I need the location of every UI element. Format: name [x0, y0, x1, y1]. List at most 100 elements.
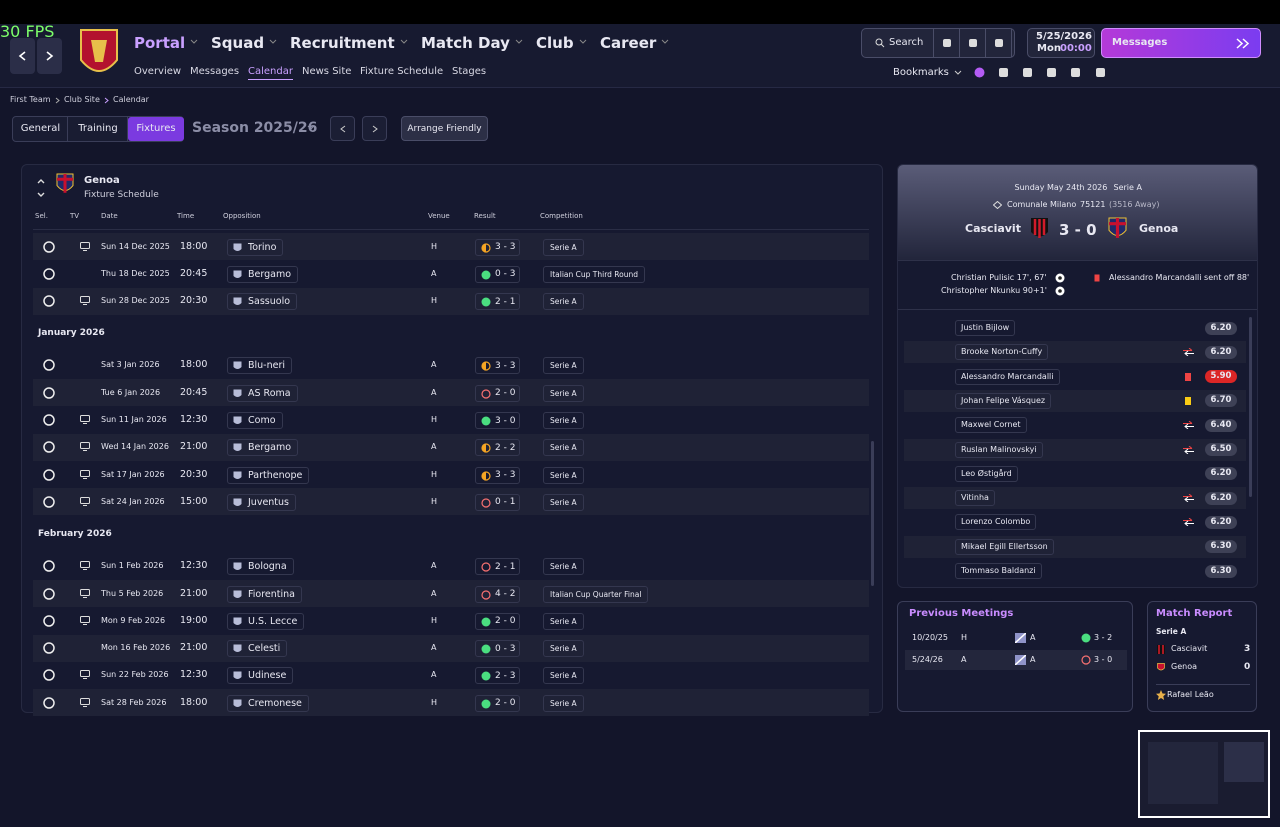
opponent-name: Sassuolo [248, 296, 291, 308]
sub-nav-item[interactable]: Fixture Schedule [360, 66, 444, 77]
season-selector[interactable]: Season 2025/26 [192, 120, 318, 136]
competition-chip: Serie A [543, 612, 584, 630]
column-header[interactable]: TV [70, 212, 80, 220]
minimap[interactable] [1138, 730, 1270, 818]
opposition-chip[interactable]: Bergamo [227, 265, 299, 283]
opposition-chip[interactable]: Juventus [227, 493, 297, 511]
shortcut-icon-part [999, 68, 1008, 77]
opponent-crest-part [233, 297, 242, 306]
tv-icon-part [80, 241, 90, 249]
match-venue-info: (3516 Away) [1109, 200, 1160, 209]
chevron-icon-part [515, 39, 523, 44]
opponent-crest [233, 270, 242, 278]
competition-chip: Serie A [543, 558, 584, 576]
breadcrumb-item[interactable]: First Team [10, 95, 51, 104]
sub-nav-item[interactable]: Messages [190, 66, 240, 77]
opposition-chip[interactable]: Fiorentina [227, 585, 302, 603]
messages-button[interactable]: Messages [1101, 28, 1261, 58]
opposition-chip[interactable]: Sassuolo [227, 293, 298, 311]
player-chip[interactable]: Mikael Egill Ellertsson [955, 538, 1054, 555]
column-header[interactable]: Venue [428, 212, 450, 220]
breadcrumb-item[interactable]: Calendar [113, 95, 149, 104]
opponent-crest-part [233, 617, 242, 625]
opponent-name: Udinese [248, 670, 287, 682]
main-nav-item[interactable]: Portal [134, 34, 186, 52]
breadcrumb-item[interactable]: Club Site [64, 95, 100, 104]
player-chip[interactable]: Maxwel Cornet [955, 417, 1027, 434]
player-chip[interactable]: Ruslan Malinovskyi [955, 441, 1043, 458]
player-chip[interactable]: Vitinha [955, 490, 995, 507]
tab[interactable]: General [13, 117, 68, 141]
player-rating: 6.20 [1210, 492, 1232, 503]
competition-chip: Serie A [543, 357, 584, 375]
main-nav-item[interactable]: Squad [211, 34, 265, 52]
nav-arrow-button[interactable] [37, 38, 62, 74]
tab[interactable]: Training [68, 117, 128, 141]
match-venue-info: Comunale Milano [1007, 200, 1077, 209]
player-chip[interactable]: Alessandro Marcandalli [955, 368, 1060, 385]
main-nav-item[interactable]: Recruitment [290, 34, 395, 52]
result-chip: 2 - 3 [475, 667, 520, 685]
opposition-chip[interactable]: Celesti [227, 640, 288, 658]
opposition-chip[interactable]: Bologna [227, 558, 294, 576]
fixture-time: 12:30 [180, 414, 208, 425]
red-card-icon-part [1185, 372, 1191, 381]
player-chip[interactable]: Tommaso Baldanzi [955, 563, 1042, 579]
toolbar-icon-button[interactable] [986, 29, 1012, 57]
season-arrow-button[interactable] [362, 116, 387, 141]
meeting-opponent: A [1030, 633, 1036, 642]
player-chip[interactable]: Lorenzo Colombo [955, 514, 1037, 531]
column-header[interactable]: Sel. [35, 212, 48, 220]
result-icon-part [482, 362, 486, 371]
opposition-chip[interactable]: Cremonese [227, 694, 309, 712]
opponent-crest [233, 699, 242, 707]
bookmarks-label[interactable]: Bookmarks [893, 67, 949, 78]
opponent-crest [233, 416, 242, 424]
sub-nav-item[interactable]: Stages [452, 66, 487, 77]
opposition-chip[interactable]: Parthenope [227, 466, 310, 484]
player-chip[interactable]: Leo Østigård [955, 465, 1018, 482]
tv-icon-part [80, 469, 90, 477]
result-icon [1081, 633, 1091, 643]
main-nav-item[interactable]: Match Day [421, 34, 510, 52]
red-card-icon [1094, 274, 1100, 282]
opposition-chip[interactable]: Como [227, 412, 283, 429]
column-header[interactable]: Competition [540, 212, 583, 220]
toolbar-icon-button[interactable] [960, 29, 986, 57]
toolbar-icon-button[interactable] [934, 29, 960, 57]
opposition-chip[interactable]: U.S. Lecce [227, 612, 305, 630]
season-arrow-button[interactable] [330, 116, 355, 141]
fixture-venue: A [431, 268, 437, 278]
opponent-crest-part [233, 590, 242, 598]
opposition-chip[interactable]: Torino [227, 238, 284, 256]
opposition-chip[interactable]: Blu-neri [227, 357, 293, 375]
date-box[interactable]: 5/25/2026 Mon 00:00 [1027, 28, 1095, 58]
opposition-chip[interactable]: Bergamo [227, 439, 299, 457]
player-chip[interactable]: Johan Felipe Vásquez [955, 392, 1052, 409]
select-radio [43, 386, 55, 399]
opponent-name: Celesti [248, 643, 281, 655]
opponent-crest-part [233, 270, 242, 278]
player-chip[interactable]: Brooke Norton-Cuffy [955, 344, 1049, 361]
result-icon-part [481, 644, 491, 654]
sub-nav-item[interactable]: Calendar [248, 65, 293, 80]
column-header[interactable]: Time [177, 212, 195, 220]
opposition-chip[interactable]: AS Roma [227, 384, 298, 402]
select-radio [43, 560, 55, 572]
player-chip[interactable]: Justin Bijlow [955, 320, 1016, 336]
main-nav-item[interactable]: Club [536, 34, 574, 52]
search-button[interactable]: Search [862, 29, 934, 57]
column-header[interactable]: Result [474, 212, 496, 220]
column-header[interactable]: Opposition [223, 212, 261, 220]
main-nav-item[interactable]: Career [600, 34, 657, 52]
opposition-chip[interactable]: Udinese [227, 667, 294, 685]
column-header[interactable]: Date [101, 212, 118, 220]
month-header: February 2026 [38, 528, 112, 539]
sub-nav-item[interactable]: News Site [302, 66, 352, 77]
chevron-icon [661, 39, 669, 44]
sub-nav-item[interactable]: Overview [134, 66, 182, 77]
nav-arrow-button[interactable] [10, 38, 35, 74]
result-icon [481, 699, 491, 709]
tab[interactable]: Fixtures [128, 117, 184, 141]
arrange-friendly-button[interactable]: Arrange Friendly [401, 116, 488, 141]
